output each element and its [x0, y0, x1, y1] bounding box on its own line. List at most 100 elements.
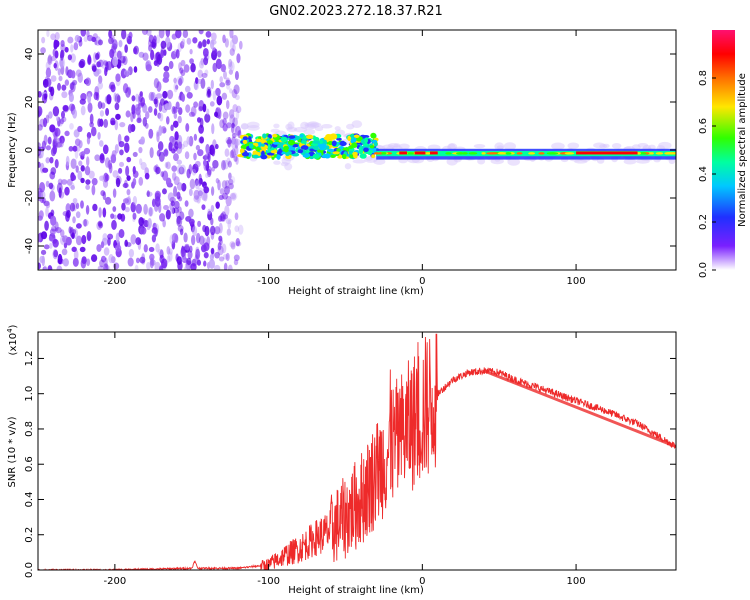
spectrogram-cell [198, 106, 204, 112]
spectrogram-cell [567, 142, 580, 149]
spectrogram-cell [41, 36, 46, 44]
spectrogram-cell [70, 44, 74, 53]
spectrogram-cell [123, 198, 129, 204]
spectrogram-cell [173, 112, 178, 119]
spectrogram-cell [352, 137, 357, 143]
spectrogram-cell [176, 215, 181, 225]
spectrogram-cell [320, 124, 333, 129]
spectrogram-cell [130, 234, 137, 245]
spectrogram-cell [368, 150, 374, 154]
spectrogram-cell [95, 68, 102, 75]
spectrogram-cell [176, 191, 181, 200]
spectrogram-cell [134, 264, 139, 270]
snr-ylabel: SNR (10 * v/v) [7, 416, 18, 487]
spectrogram-cell [287, 151, 292, 155]
spectrogram-cell [160, 40, 167, 49]
spectrogram-ytick-label: 0 [24, 147, 35, 153]
spectrogram-cell [117, 213, 123, 220]
spectrogram-cell [190, 106, 197, 117]
snr-ytick-label: 1.2 [24, 350, 35, 366]
spectrogram-cell [211, 32, 217, 41]
spectrogram-cell [173, 153, 179, 162]
spectrogram-cell [120, 55, 126, 64]
spectrogram-cell [97, 220, 103, 227]
spectrogram-cell [62, 104, 69, 112]
spectrogram-cell [299, 134, 304, 138]
spectrogram-cell [212, 159, 219, 169]
spectrogram-cell [201, 72, 208, 78]
spectrogram-cell [60, 110, 65, 119]
spectrogram-cell [158, 151, 165, 162]
spectrogram-cell [131, 104, 136, 115]
spectrogram-cell [227, 63, 233, 70]
spectrogram-cell [210, 217, 214, 226]
spectrogram-cell [86, 156, 90, 167]
spectrogram-cell [138, 217, 144, 226]
spectrogram-cell [318, 139, 324, 144]
spectrogram-cell [45, 180, 50, 188]
spectrogram-cell [352, 151, 358, 156]
spectrogram-cell [157, 112, 162, 119]
spectrogram-cell [211, 147, 216, 157]
spectrogram-cell [67, 36, 74, 44]
spectrogram-cell [90, 126, 97, 137]
spectrogram-cell [133, 66, 138, 73]
spectrogram-cell [42, 167, 49, 173]
spectrogram-cell [198, 178, 202, 187]
spectrogram-cell [97, 132, 101, 140]
spectrogram-cell [113, 92, 117, 102]
spectrogram-cell [211, 123, 215, 135]
spectrogram-cell [148, 128, 154, 139]
spectrogram-cell [175, 30, 182, 39]
spectrogram-cell [329, 154, 336, 159]
spectrogram-cell [168, 248, 173, 255]
spectrogram-cell [70, 184, 75, 191]
spectrogram-cell [248, 143, 254, 149]
spectrogram-cell [359, 153, 367, 159]
spectrogram-cell [96, 244, 102, 253]
spectrogram-cell [188, 218, 195, 225]
spectrogram-cell [189, 245, 193, 253]
spectrogram-cell [181, 93, 186, 102]
spectrogram-cell [227, 160, 232, 168]
spectrogram-cell [222, 118, 227, 125]
spectrogram-cell [42, 266, 48, 270]
spectrogram-cell [112, 188, 117, 198]
snr-ytick-label: 0.4 [24, 492, 35, 508]
spectrogram-cell [99, 118, 104, 127]
spectrogram-cell [43, 265, 48, 270]
spectrogram-cell [94, 154, 101, 162]
spectrogram-cell [283, 145, 289, 151]
spectrogram-cell [203, 260, 207, 267]
spectrogram-cell [136, 117, 142, 124]
spectrogram-cell [82, 219, 89, 227]
spectrogram-cell [198, 30, 204, 35]
spectrogram-cell [116, 50, 122, 60]
spectrogram-cell [158, 30, 165, 39]
spectrogram-cell [149, 253, 155, 261]
spectrogram-cell [128, 248, 135, 258]
spectrogram-cell [179, 228, 184, 236]
spectrogram-cell [165, 161, 171, 170]
spectrogram-cell [156, 81, 162, 92]
snr-xtick-label: -100 [257, 576, 280, 587]
spectrogram-cell [77, 125, 83, 133]
spectrogram-cell [73, 42, 79, 51]
spectrogram-cell [140, 96, 145, 107]
spectrogram-cell [516, 152, 523, 155]
spectrogram-cell [113, 214, 117, 220]
spectrogram-cell [50, 75, 57, 82]
spectrogram-cell [197, 187, 204, 196]
spectrogram-cell [170, 200, 175, 207]
spectrogram-cell [225, 77, 230, 84]
spectrogram-cell [132, 166, 136, 175]
spectrogram-cell [119, 149, 124, 156]
spectrogram-cell [127, 124, 133, 134]
spectrogram-cell [191, 234, 196, 246]
spectrogram-cell [162, 170, 169, 181]
spectrogram-cell [198, 41, 203, 49]
spectrogram-cell [57, 253, 63, 265]
spectrogram-cell [48, 182, 54, 190]
spectrogram-cell [182, 30, 189, 39]
spectrogram-cell [445, 152, 452, 155]
